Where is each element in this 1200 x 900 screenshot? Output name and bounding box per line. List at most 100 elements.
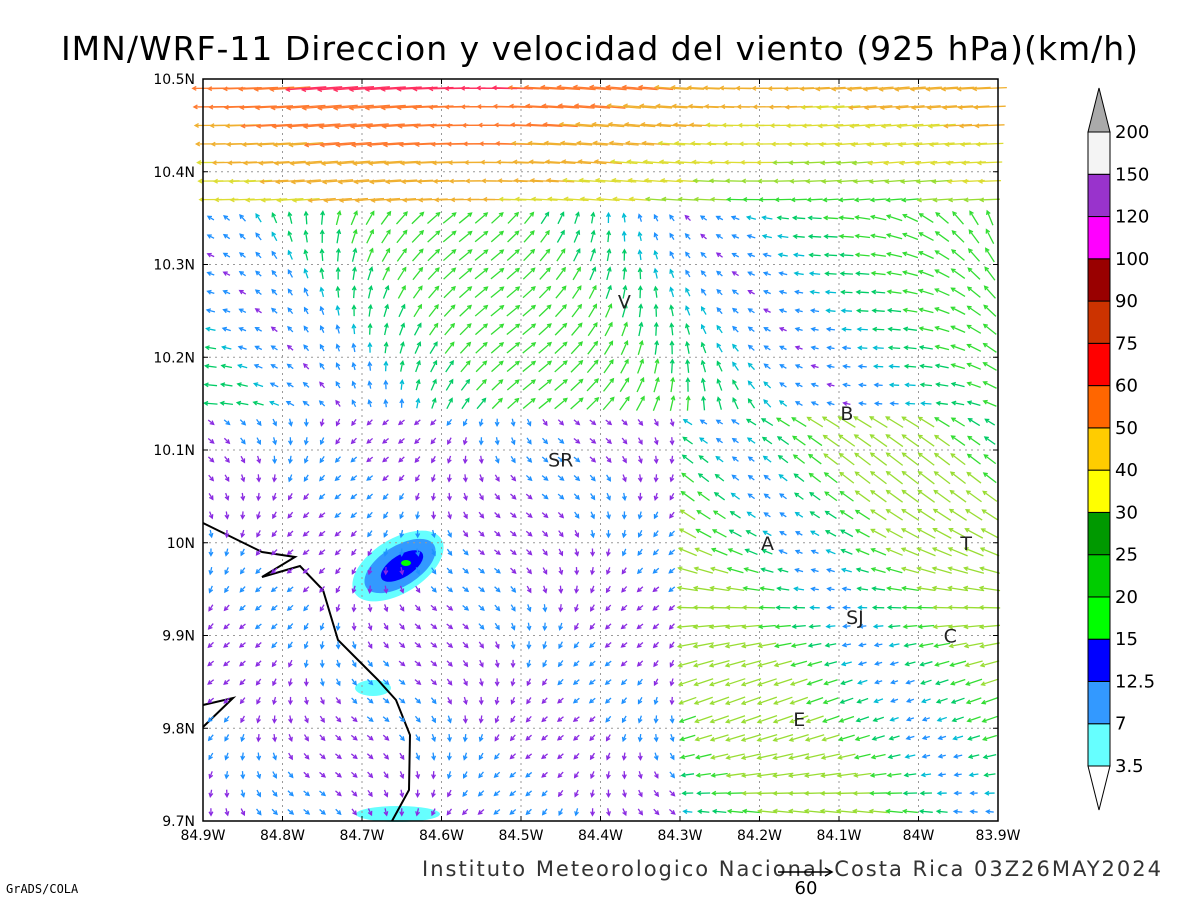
wind-vector-shaft	[934, 453, 951, 466]
wind-vector-head	[981, 736, 988, 742]
wind-vector-head	[711, 790, 717, 796]
wind-vector	[692, 624, 714, 630]
wind-vector-head	[590, 792, 595, 798]
wind-vector-head	[950, 417, 956, 423]
wind-vector-head	[947, 547, 953, 552]
wind-vector-head	[937, 735, 943, 741]
wind-vector-shaft	[951, 417, 966, 427]
wind-vector-head	[772, 755, 778, 761]
wind-vector-head	[446, 495, 452, 502]
wind-vector	[272, 437, 278, 446]
wind-vector	[621, 548, 627, 557]
wind-vector-head	[697, 809, 703, 814]
wind-vector-shaft	[695, 715, 713, 723]
wind-vector-shaft	[841, 661, 852, 666]
wind-vector	[542, 678, 548, 686]
wind-vector-head	[964, 662, 970, 668]
wind-vector	[478, 734, 484, 743]
wind-vector-shaft	[838, 416, 856, 428]
wind-vector	[716, 324, 723, 334]
wind-vector	[869, 772, 887, 778]
wind-vector-head	[637, 773, 643, 780]
wind-vector	[685, 269, 691, 278]
wind-vector	[478, 696, 484, 706]
wind-vector-head	[256, 439, 261, 446]
wind-vector-head	[461, 810, 467, 816]
wind-vector	[794, 326, 803, 332]
wind-vector-head	[302, 513, 308, 519]
wind-vector-head	[543, 457, 549, 463]
wind-vector-head	[747, 493, 753, 499]
wind-vector-shaft	[856, 548, 870, 556]
wind-vector	[208, 529, 214, 539]
wind-vector	[431, 715, 436, 724]
wind-vector-head	[716, 270, 722, 276]
wind-vector	[763, 474, 771, 481]
wind-vector-head	[916, 585, 922, 591]
wind-vector-head	[840, 548, 846, 554]
wind-vector-shaft	[573, 230, 580, 243]
wind-vector-head	[446, 458, 452, 464]
wind-vector-head	[479, 550, 485, 556]
wind-vector	[286, 530, 294, 537]
wind-vector	[383, 567, 389, 576]
wind-vector-head	[728, 529, 734, 535]
wind-vector	[494, 474, 500, 482]
wind-vector-head	[950, 344, 956, 349]
wind-vector	[903, 363, 917, 369]
wind-vector-shaft	[623, 213, 626, 223]
wind-vector	[985, 228, 995, 245]
wind-vector	[493, 790, 501, 797]
wind-vector-shaft	[762, 549, 773, 555]
wind-vector-head	[762, 530, 768, 536]
wind-vector	[777, 233, 789, 239]
wind-vector	[509, 771, 517, 778]
wind-vector-head	[901, 489, 907, 495]
wind-vector	[871, 326, 885, 332]
wind-vector-head	[870, 754, 876, 760]
wind-vector	[732, 361, 739, 371]
wind-vector	[731, 271, 739, 277]
wind-vector-head	[203, 363, 210, 369]
wind-vector-shaft	[554, 360, 568, 373]
wind-vector-head	[740, 662, 747, 668]
wind-vector	[762, 455, 772, 463]
wind-vector-head	[653, 477, 659, 483]
wind-vector	[727, 548, 743, 556]
wind-vector	[854, 452, 871, 466]
wind-vector-head	[446, 420, 452, 427]
wind-vector	[302, 549, 310, 556]
wind-vector-head	[605, 717, 611, 723]
wind-vector	[953, 790, 962, 796]
wind-vector-shaft	[442, 249, 456, 262]
wind-vector-shaft	[853, 810, 873, 814]
wind-vector-head	[383, 588, 389, 594]
wind-vector-shaft	[839, 216, 855, 220]
wind-vector	[319, 437, 325, 446]
wind-vector-head	[352, 810, 357, 816]
wind-vector	[621, 437, 628, 445]
wind-vector	[969, 210, 979, 226]
wind-vector	[334, 530, 342, 537]
wind-vector-shaft	[416, 398, 420, 409]
wind-vector-shaft	[427, 230, 440, 243]
wind-vector	[669, 304, 675, 317]
wind-vector	[303, 734, 309, 742]
wind-vector-shaft	[855, 529, 870, 538]
wind-vector-head	[451, 248, 457, 254]
wind-vector	[367, 548, 373, 557]
wind-vector-head	[494, 699, 500, 706]
wind-vector-head	[778, 400, 785, 405]
wind-vector	[669, 492, 675, 501]
wind-vector-head	[574, 588, 580, 594]
wind-vector-shaft	[573, 248, 581, 262]
wind-vector-head	[712, 510, 719, 516]
wind-vector	[271, 641, 278, 649]
wind-vector-head	[887, 754, 893, 760]
wind-vector	[636, 376, 645, 393]
wind-vector-head	[670, 376, 676, 383]
wind-vector	[506, 379, 520, 391]
wind-vector-head	[933, 471, 939, 476]
wind-vector-head	[509, 791, 515, 797]
wind-vector	[288, 418, 293, 427]
